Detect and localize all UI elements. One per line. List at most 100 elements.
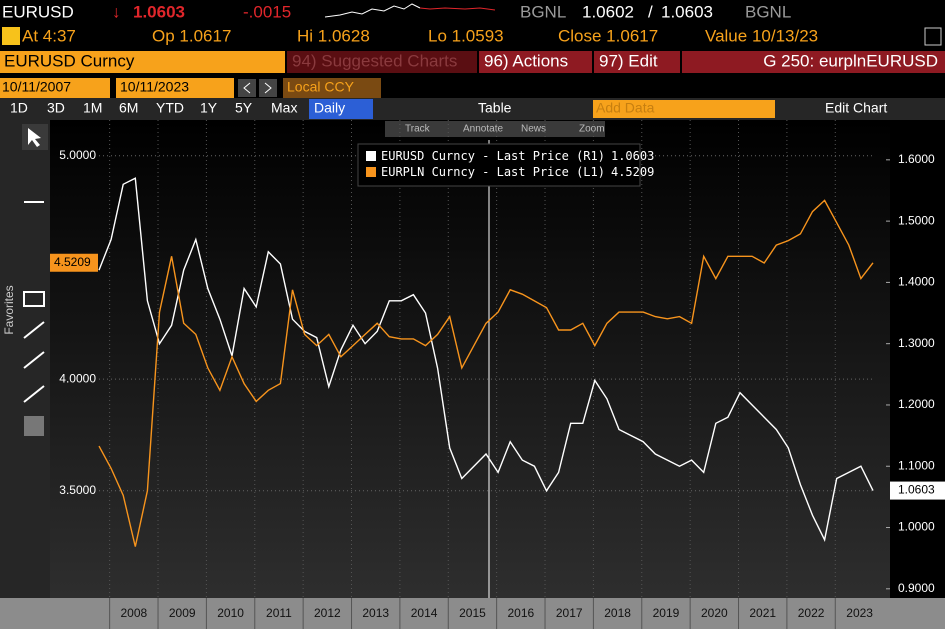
last-value: 1.0603 [898,483,935,497]
x-tick-label: 2012 [314,606,341,620]
function: G 250: eurplnEURUSD [763,51,938,70]
favorites[interactable]: Favorites [2,285,16,334]
last-value-badge [890,481,945,500]
legend-swatch [366,151,376,161]
next-arrow [264,82,272,94]
quote-value: Value 10/13/23 [705,26,818,45]
suggested: 94) Suggested Charts [292,51,457,70]
last-value-badge [50,253,98,272]
y2-tick-label: 1.3000 [898,336,935,350]
next-button[interactable] [259,79,277,97]
plot: 2008 2009 2010 2011 2012 2013 2014 2015 2016 2017… [50,120,945,629]
toolbar [0,98,945,120]
period-button[interactable]: Max [271,100,297,116]
header-bar [0,0,945,24]
add-data: Add Data [596,100,655,116]
suggested-button[interactable] [287,51,477,73]
chart-tool[interactable]: Annotate [463,124,503,135]
x-tick-label: 2021 [749,606,776,620]
security: EURUSD [2,2,74,21]
period-button[interactable]: 1D [10,100,28,116]
quote-high: Hi 1.0628 [297,26,370,45]
period-button[interactable]: YTD [156,100,184,116]
y2-tick-label: 1.4000 [898,275,935,289]
x-tick-label: 2018 [604,606,631,620]
y2-tick-label: 1.5000 [898,213,935,227]
legend-value: 4.5209 [611,165,654,179]
period-button[interactable]: 1M [83,100,102,116]
legend-entry: EURUSD Curncy - Last Price (R1) 1.0603 [381,149,654,163]
y2-tick-label: 1.1000 [898,458,935,472]
quote-icon [2,27,20,45]
direction: ↓ [112,2,121,21]
change: -.0015 [243,2,291,21]
currency: Local CCY [287,79,355,95]
frequency: Daily [314,100,345,116]
actions-button[interactable] [479,51,592,73]
actions: 96) Actions [484,51,568,70]
period-button[interactable]: 3D [47,100,65,116]
prev-button[interactable] [238,79,256,97]
start-date-box[interactable] [0,78,110,98]
period-button[interactable]: 1Y [200,100,218,116]
y-tick-label: 4.0000 [59,371,96,385]
legend-swatch [366,167,376,177]
window-button[interactable] [924,27,942,46]
function-box [682,51,945,73]
sparkline [324,3,421,18]
quote-close: Close 1.0617 [558,26,658,45]
sparkline-tail [419,7,496,11]
bid: 1.0602 [582,2,634,21]
trend-tool[interactable] [23,321,45,339]
pointer-icon [28,128,41,147]
quote-low: Lo 1.0593 [428,26,504,45]
period-button[interactable]: 5Y [235,100,253,116]
rect-tool[interactable] [23,291,45,307]
edit-chart[interactable]: Edit Chart [825,100,887,116]
shape-tool[interactable] [24,416,44,436]
end-date-box[interactable] [116,78,234,98]
ask: 1.0603 [661,2,713,21]
chart-tools: Track Annotate News Zoom [405,124,605,135]
x-tick-label: 2017 [556,606,583,620]
x-tick-label: 2011 [266,606,292,620]
x-tick-label: 2020 [701,606,728,620]
x-tick-label: 2016 [507,606,534,620]
last-price: 1.0603 [133,2,185,21]
legend-name: EURPLN Curncy - Last Price (L1) [381,165,605,179]
x-tick-label: 2014 [411,606,438,620]
series-line [98,177,874,542]
quote-time: At 4:37 [22,26,76,45]
fib-tool[interactable] [23,385,45,403]
separator: / [648,2,653,21]
quote-open: Op 1.0617 [152,26,231,45]
chart-tool[interactable]: News [521,124,546,135]
edit-button[interactable] [594,51,680,73]
period-button[interactable]: 6M [119,100,138,116]
x-tick-label: 2008 [120,606,147,620]
frequency-button[interactable] [309,99,373,119]
period-buttons: 1D 3D 1M 6M YTD 1Y 5Y Max [10,100,297,116]
chart-tool[interactable]: Track [405,124,431,135]
x-tick-label: 2019 [653,606,680,620]
plot-background [50,120,890,598]
x-tick-label: 2022 [798,606,825,620]
source-2: BGNL [745,2,791,21]
y2-tick-label: 1.6000 [898,152,935,166]
chart-tool[interactable]: Zoom [579,124,605,135]
legend-entry: EURPLN Curncy - Last Price (L1) 4.5209 [381,165,654,179]
prev-arrow [243,82,251,94]
y2-tick-label: 1.2000 [898,397,935,411]
table[interactable]: Table [478,100,512,116]
right-axis-strip [890,120,945,598]
currency-box[interactable] [283,78,381,98]
y-tick-label: 5.0000 [59,148,96,162]
add-data-box[interactable] [593,100,775,118]
ticker-box[interactable] [0,51,285,73]
ticker: EURUSD Curncy [4,51,135,70]
x-tick-label: 2009 [169,606,196,620]
channel-tool[interactable] [23,351,45,369]
x-tick-label: 2010 [217,606,244,620]
chart-tools-bar [385,121,605,137]
